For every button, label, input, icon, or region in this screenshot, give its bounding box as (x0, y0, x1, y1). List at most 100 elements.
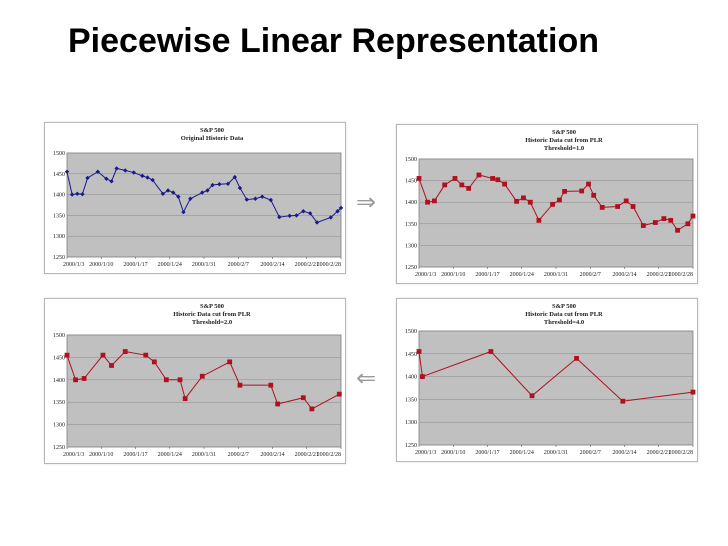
data-point (294, 213, 299, 218)
data-point (170, 190, 176, 195)
data-point (232, 174, 238, 180)
data-point (425, 199, 430, 205)
x-tick-label: 2000/2/21 (295, 262, 319, 268)
data-point (615, 204, 621, 209)
data-point (188, 196, 193, 201)
y-tick-label: 1500 (53, 151, 65, 157)
y-tick-label: 1450 (53, 355, 65, 361)
data-point (459, 182, 465, 188)
chart-threshold-label: Threshold=1.0 (544, 145, 584, 152)
data-point (521, 195, 526, 201)
data-point (661, 216, 667, 222)
data-point (122, 349, 128, 354)
chart-subtitle: Historic Data cut from PLR (525, 311, 603, 318)
data-point (675, 227, 680, 233)
chart-subtitle: Historic Data cut from PLR (525, 137, 603, 144)
x-tick-label: 2000/2/28 (317, 452, 341, 458)
data-point (227, 359, 233, 365)
data-point (685, 221, 691, 227)
y-tick-label: 1300 (405, 243, 417, 249)
data-point (623, 198, 629, 204)
data-point (300, 395, 306, 401)
data-point (268, 382, 274, 388)
x-tick-label: 2000/2/14 (612, 450, 636, 456)
data-point (143, 352, 149, 358)
data-point (151, 359, 157, 365)
data-point (210, 182, 215, 188)
data-point (80, 191, 85, 197)
data-point (301, 209, 306, 214)
y-tick-label: 1250 (405, 443, 417, 449)
data-point (64, 352, 70, 358)
data-point (514, 198, 520, 204)
y-tick-label: 1450 (53, 172, 65, 178)
y-tick-label: 1350 (405, 397, 417, 403)
chart-threshold-label: Threshold=2.0 (192, 319, 232, 326)
x-tick-label: 2000/1/10 (89, 262, 113, 268)
x-tick-label: 2000/1/31 (192, 262, 216, 268)
y-tick-label: 1400 (405, 375, 417, 381)
chart-panel-threshold-2: S&P 500 Historic Data cut from PLR Thresho… (44, 298, 346, 464)
data-point (476, 172, 482, 178)
x-tick-label: 2000/1/17 (123, 452, 147, 458)
x-tick-label: 2000/1/17 (475, 272, 499, 278)
y-tick-label: 1400 (405, 200, 417, 206)
x-tick-label: 2000/1/31 (544, 272, 568, 278)
plot-area (66, 152, 342, 258)
x-tick-label: 2000/1/31 (192, 452, 216, 458)
data-point (182, 396, 188, 402)
left-arrow-icon: ⇐ (356, 364, 377, 392)
data-point (176, 194, 181, 199)
data-point (586, 181, 591, 187)
data-point (260, 194, 265, 199)
plot-area (418, 158, 694, 268)
data-point (502, 181, 508, 187)
x-tick-label: 2000/1/24 (158, 262, 182, 268)
data-point (442, 182, 448, 188)
x-tick-label: 2000/2/14 (260, 262, 284, 268)
data-point (123, 168, 128, 173)
data-point (244, 197, 250, 202)
x-tick-label: 2000/1/17 (475, 450, 499, 456)
data-point (452, 176, 458, 181)
y-tick-label: 1350 (405, 222, 417, 228)
x-tick-label: 2000/2/7 (580, 450, 601, 456)
data-point (109, 179, 114, 184)
data-point (150, 177, 155, 183)
x-tick-label: 2000/2/7 (228, 262, 249, 268)
data-point (574, 355, 579, 361)
x-tick-label: 2000/1/24 (510, 272, 534, 278)
data-point (599, 204, 605, 210)
data-point (336, 391, 342, 397)
data-point (550, 201, 555, 207)
data-point (205, 188, 210, 193)
data-point (73, 377, 78, 383)
y-tick-label: 1350 (53, 213, 65, 219)
data-point (309, 406, 315, 412)
y-tick-label: 1350 (53, 400, 65, 406)
chart-subtitle: Original Historic Data (181, 135, 244, 142)
x-tick-label: 2000/2/28 (317, 262, 341, 268)
data-point (268, 197, 273, 203)
chart-title: S&P 500 (552, 303, 576, 310)
data-point (145, 175, 150, 180)
data-point (237, 382, 243, 388)
x-tick-label: 2000/2/14 (612, 272, 636, 278)
data-point (620, 398, 626, 404)
data-point (225, 181, 231, 186)
x-tick-label: 2000/2/28 (669, 450, 693, 456)
data-point (335, 209, 340, 214)
data-point (287, 213, 292, 219)
data-point (557, 197, 562, 203)
x-tick-label: 2000/1/31 (544, 450, 568, 456)
x-tick-label: 2000/1/10 (89, 452, 113, 458)
chart-title: S&P 500 (552, 129, 576, 136)
x-tick-label: 2000/1/3 (63, 452, 84, 458)
y-tick-label: 1400 (53, 193, 65, 199)
data-point (562, 189, 567, 194)
x-tick-label: 2000/1/3 (63, 262, 84, 268)
data-point (432, 198, 437, 204)
y-tick-label: 1250 (53, 255, 65, 261)
